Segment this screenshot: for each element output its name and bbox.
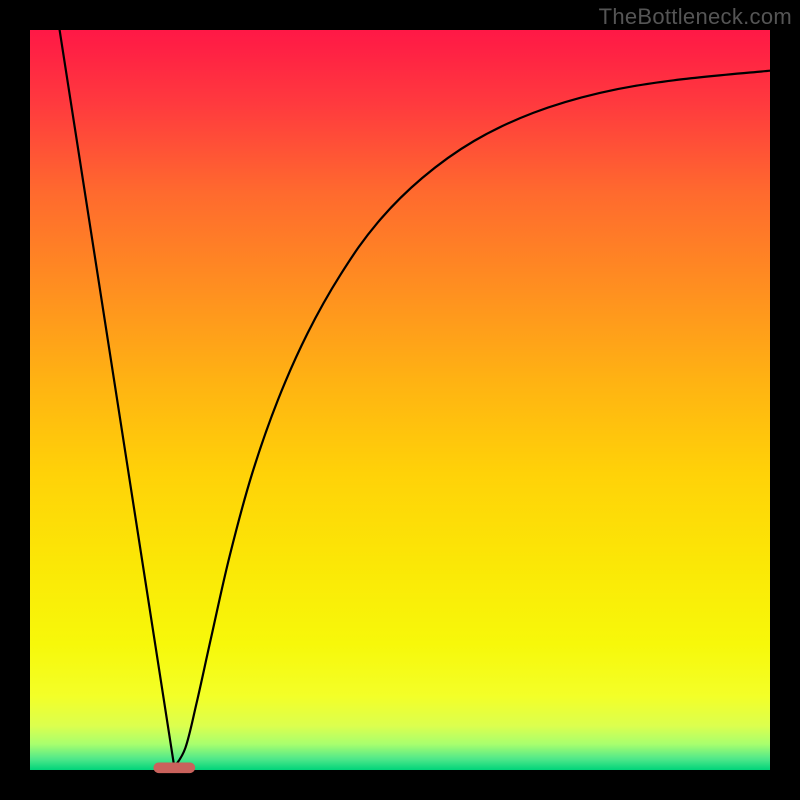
plot-gradient-background xyxy=(30,30,770,770)
chart-container: TheBottleneck.com xyxy=(0,0,800,800)
bottleneck-chart xyxy=(0,0,800,800)
watermark-text: TheBottleneck.com xyxy=(599,4,792,30)
bottleneck-marker xyxy=(154,763,195,773)
